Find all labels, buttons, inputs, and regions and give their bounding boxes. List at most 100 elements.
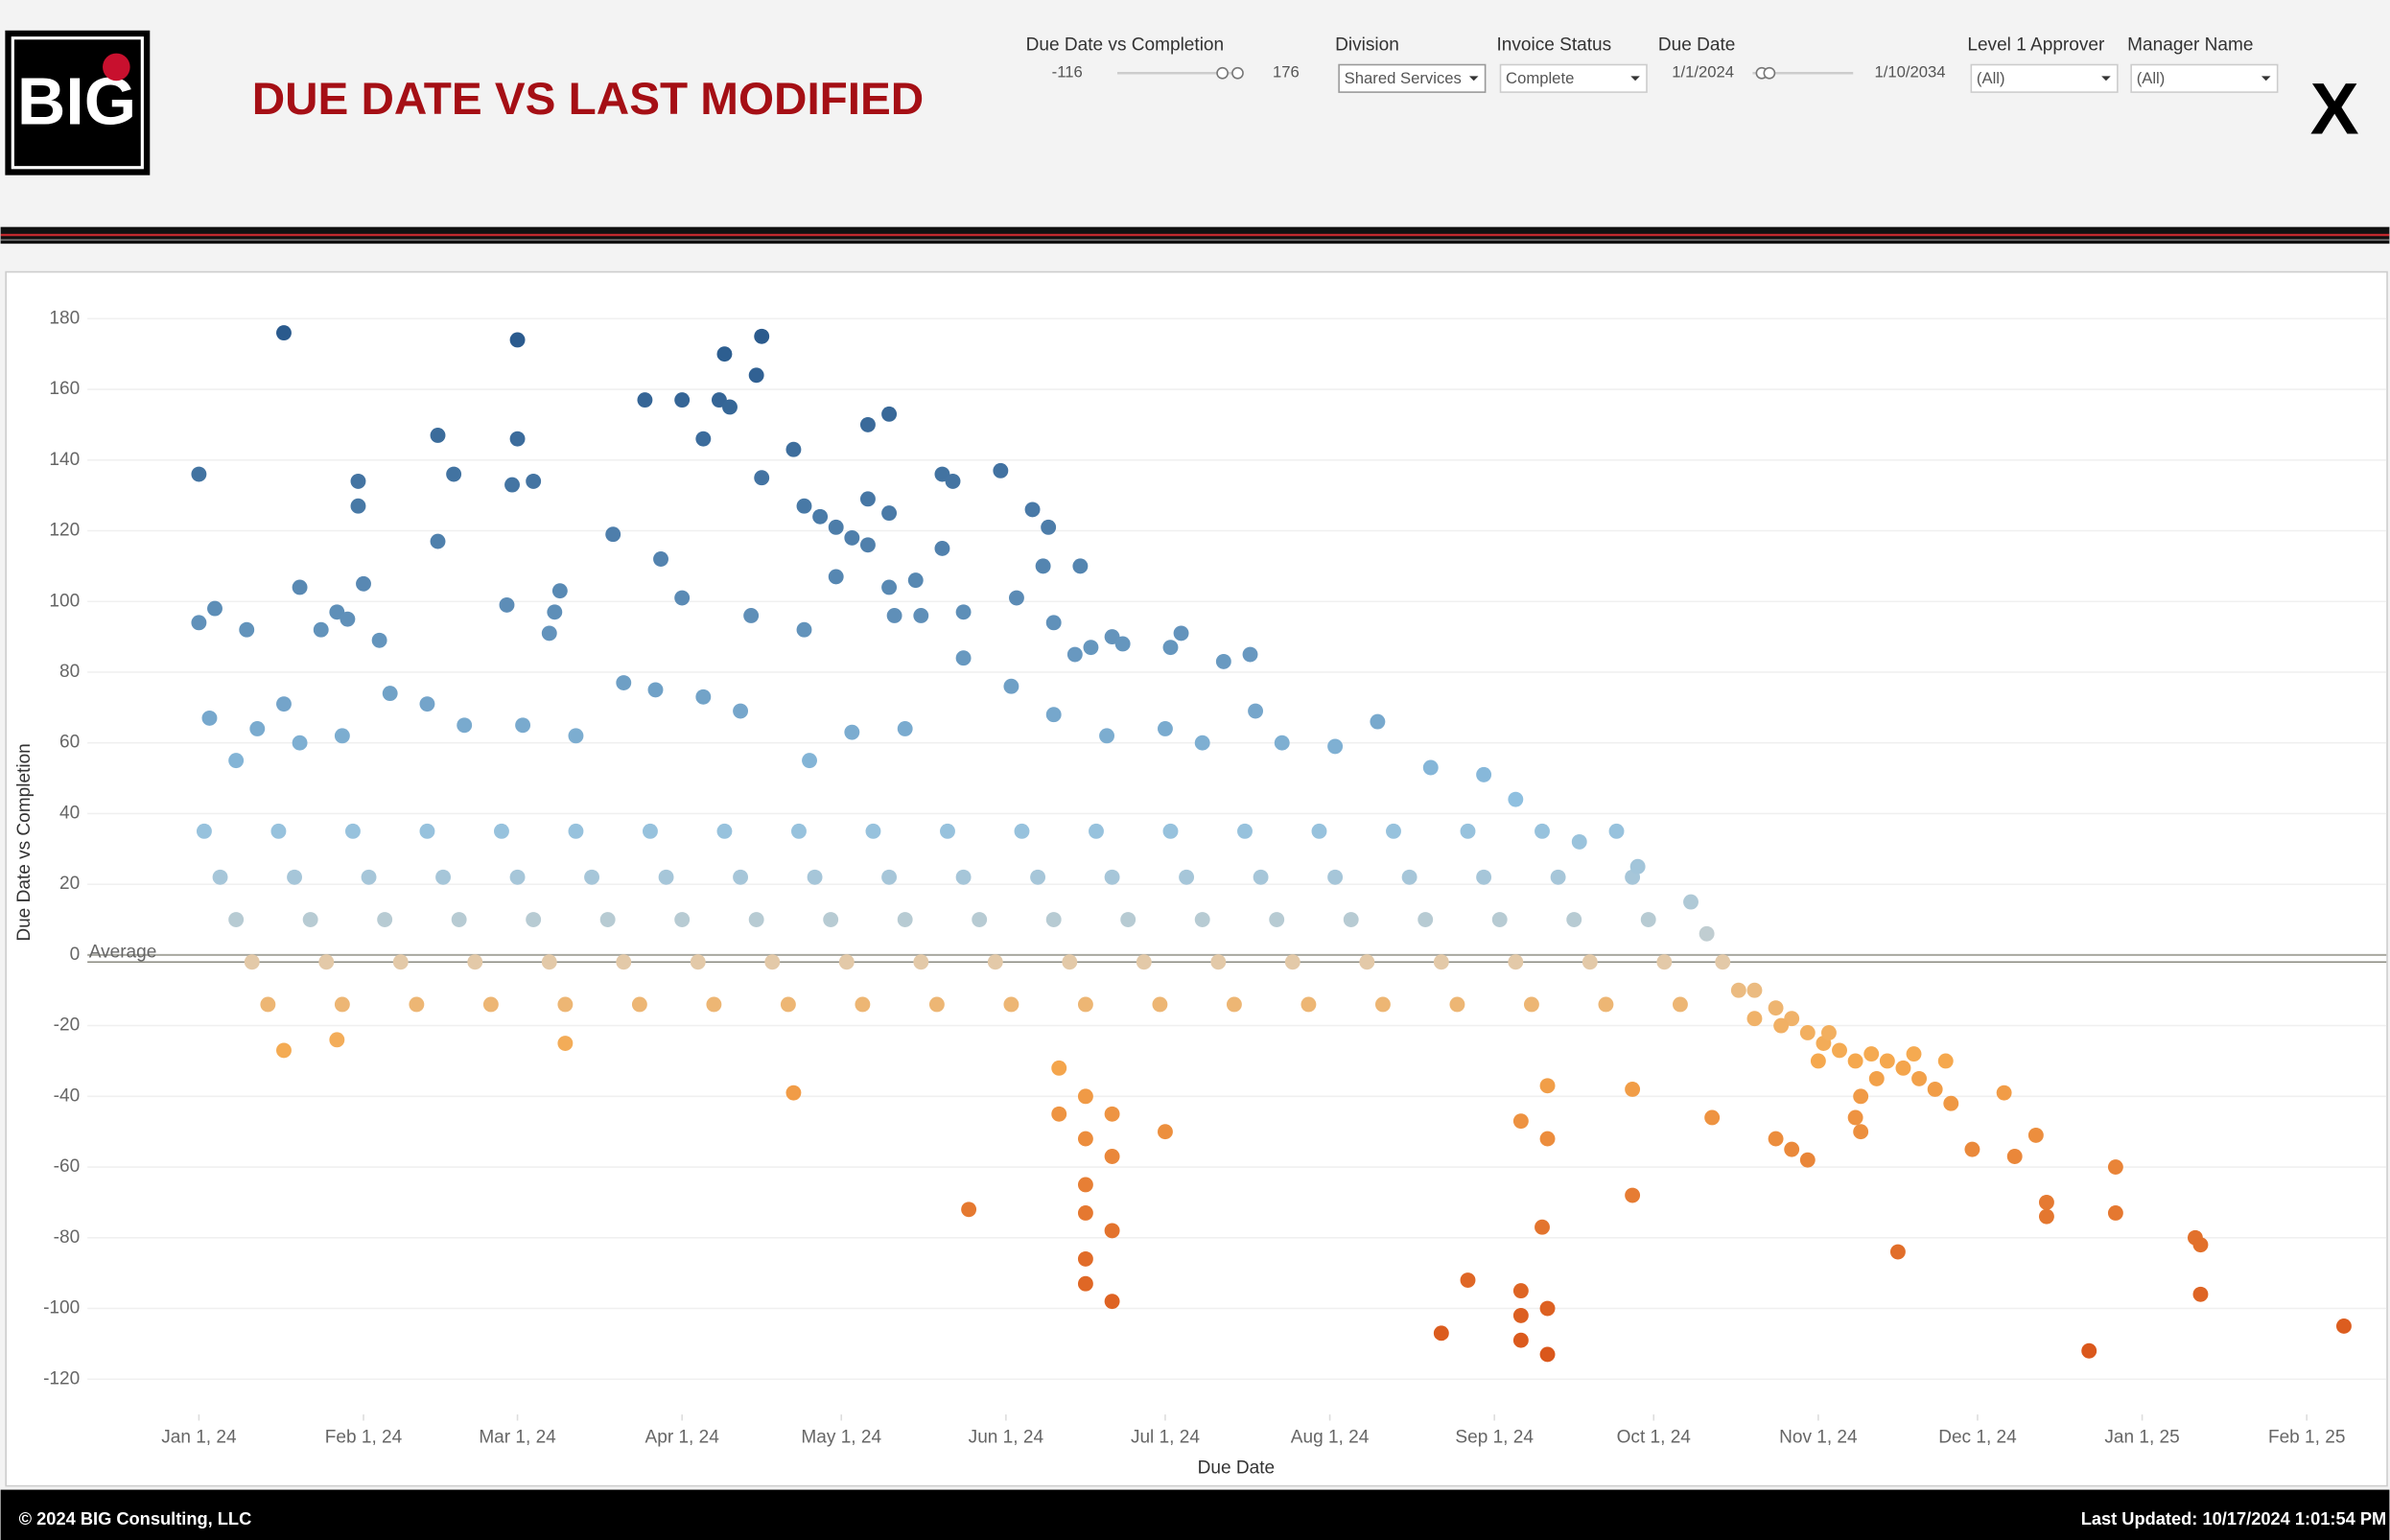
x-tick-label: Jan 1, 24 <box>161 1428 237 1448</box>
reference-label: Average <box>89 943 157 963</box>
point <box>828 569 844 585</box>
point <box>1077 996 1093 1013</box>
dropdown[interactable] <box>2130 63 2279 93</box>
point <box>1014 823 1030 839</box>
point <box>1359 954 1375 970</box>
point <box>1937 1053 1954 1069</box>
point <box>1386 823 1401 839</box>
point <box>1476 869 1492 885</box>
point <box>1300 996 1317 1013</box>
point <box>287 869 302 885</box>
point <box>228 753 245 769</box>
x-tick-label: Feb 1, 24 <box>325 1428 403 1448</box>
point <box>419 696 435 712</box>
point <box>409 996 425 1013</box>
point <box>1422 759 1439 776</box>
point <box>504 477 520 493</box>
point <box>897 721 913 736</box>
point <box>733 869 749 885</box>
close-button[interactable]: X <box>2310 68 2359 150</box>
point <box>881 406 898 422</box>
point <box>1248 703 1264 719</box>
point <box>1226 996 1242 1013</box>
dropdown[interactable] <box>1970 63 2119 93</box>
point <box>881 505 898 522</box>
point <box>796 498 812 514</box>
y-tick-label: 180 <box>49 308 80 328</box>
point <box>350 498 366 514</box>
slider-handle[interactable] <box>1231 66 1244 80</box>
point <box>509 431 526 447</box>
point <box>1104 1149 1120 1164</box>
x-tick-label: Sep 1, 24 <box>1455 1428 1534 1448</box>
point <box>1566 912 1582 927</box>
point <box>509 332 526 348</box>
point <box>987 954 1003 970</box>
point <box>557 1036 574 1051</box>
point <box>637 392 653 408</box>
header-bg <box>0 0 2390 226</box>
slider-handle[interactable] <box>1763 66 1776 80</box>
point <box>1284 954 1300 970</box>
point <box>551 583 568 599</box>
point <box>1162 640 1179 656</box>
point <box>859 416 876 432</box>
y-tick-label: 20 <box>59 874 80 894</box>
point <box>1051 1106 1067 1122</box>
point <box>1433 1325 1449 1342</box>
point <box>695 431 712 447</box>
point <box>993 462 1009 478</box>
point <box>599 912 616 927</box>
point <box>1539 1078 1556 1094</box>
point <box>1746 982 1763 998</box>
point <box>541 625 557 642</box>
point <box>1045 707 1062 723</box>
point <box>1418 912 1434 927</box>
point <box>913 954 929 970</box>
point <box>743 608 760 623</box>
point <box>1799 1152 1816 1168</box>
point <box>435 869 451 885</box>
point <box>1066 646 1083 663</box>
point <box>1810 1053 1826 1069</box>
dropdown-value: Complete <box>1506 69 1574 87</box>
point <box>201 710 218 726</box>
point <box>1210 954 1227 970</box>
point <box>191 615 207 631</box>
dropdown[interactable] <box>1499 63 1648 93</box>
point <box>1535 1219 1550 1235</box>
x-tick-label: Oct 1, 24 <box>1617 1428 1692 1448</box>
filter-label: Due Date vs Completion <box>1026 35 1224 56</box>
point <box>647 682 664 698</box>
point <box>658 869 674 885</box>
point <box>1512 1307 1529 1323</box>
point <box>1401 869 1418 885</box>
point <box>733 703 749 719</box>
point <box>722 399 738 415</box>
point <box>292 735 308 751</box>
point <box>1269 912 1285 927</box>
dropdown-arrow <box>1468 76 1479 82</box>
slider-handle[interactable] <box>1216 66 1229 80</box>
point <box>557 996 574 1013</box>
point <box>791 823 807 839</box>
point <box>1083 640 1099 656</box>
point <box>674 392 691 408</box>
point <box>1035 558 1051 574</box>
point <box>945 473 961 489</box>
point <box>865 823 881 839</box>
point <box>1253 869 1269 885</box>
point <box>1768 1131 1784 1147</box>
point <box>568 728 584 744</box>
x-tick-label: Feb 1, 25 <box>2268 1428 2345 1448</box>
point <box>1051 1060 1067 1076</box>
point <box>430 428 446 443</box>
x-tick-label: May 1, 24 <box>801 1428 881 1448</box>
y-axis-title: Due Date vs Completion <box>14 743 35 941</box>
point <box>1104 1223 1120 1239</box>
point <box>881 579 898 595</box>
point <box>1523 996 1539 1013</box>
point <box>1194 912 1210 927</box>
dropdown[interactable] <box>1338 63 1487 93</box>
point <box>643 823 658 839</box>
